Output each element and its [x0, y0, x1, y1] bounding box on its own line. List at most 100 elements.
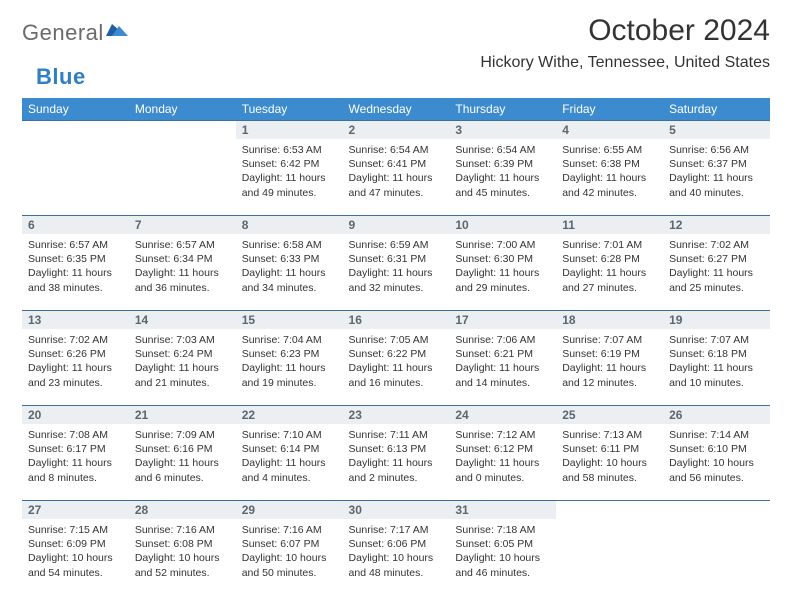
- daylight-line: Daylight: 10 hours and 56 minutes.: [669, 456, 764, 484]
- day-number: 18: [556, 311, 663, 329]
- sunrise-line: Sunrise: 6:54 AM: [349, 143, 444, 157]
- sunrise-line: Sunrise: 7:04 AM: [242, 333, 337, 347]
- calendar-cell: 10Sunrise: 7:00 AMSunset: 6:30 PMDayligh…: [449, 216, 556, 311]
- sunset-line: Sunset: 6:26 PM: [28, 347, 123, 361]
- calendar-cell: 31Sunrise: 7:18 AMSunset: 6:05 PMDayligh…: [449, 501, 556, 596]
- day-details: Sunrise: 6:54 AMSunset: 6:39 PMDaylight:…: [449, 139, 556, 215]
- logo-word1: General: [22, 20, 104, 46]
- sunrise-line: Sunrise: 7:17 AM: [349, 523, 444, 537]
- day-number: 21: [129, 406, 236, 424]
- daylight-line: Daylight: 10 hours and 50 minutes.: [242, 551, 337, 579]
- day-number: 16: [343, 311, 450, 329]
- day-details: Sunrise: 7:17 AMSunset: 6:06 PMDaylight:…: [343, 519, 450, 595]
- sunrise-line: Sunrise: 6:57 AM: [135, 238, 230, 252]
- sunrise-line: Sunrise: 7:13 AM: [562, 428, 657, 442]
- sunset-line: Sunset: 6:19 PM: [562, 347, 657, 361]
- calendar-cell: 28Sunrise: 7:16 AMSunset: 6:08 PMDayligh…: [129, 501, 236, 596]
- calendar-cell: ..: [663, 501, 770, 596]
- day-details: Sunrise: 6:57 AMSunset: 6:35 PMDaylight:…: [22, 234, 129, 310]
- calendar-cell: 5Sunrise: 6:56 AMSunset: 6:37 PMDaylight…: [663, 121, 770, 216]
- logo-word2: Blue: [22, 64, 86, 90]
- daylight-line: Daylight: 10 hours and 52 minutes.: [135, 551, 230, 579]
- day-details: Sunrise: 7:08 AMSunset: 6:17 PMDaylight:…: [22, 424, 129, 500]
- sunset-line: Sunset: 6:21 PM: [455, 347, 550, 361]
- day-details: Sunrise: 7:05 AMSunset: 6:22 PMDaylight:…: [343, 329, 450, 405]
- daylight-line: Daylight: 11 hours and 45 minutes.: [455, 171, 550, 199]
- logo: General: [22, 14, 128, 46]
- daylight-line: Daylight: 11 hours and 14 minutes.: [455, 361, 550, 389]
- sunrise-line: Sunrise: 7:10 AM: [242, 428, 337, 442]
- calendar-cell: 16Sunrise: 7:05 AMSunset: 6:22 PMDayligh…: [343, 311, 450, 406]
- day-details: Sunrise: 7:10 AMSunset: 6:14 PMDaylight:…: [236, 424, 343, 500]
- day-details: Sunrise: 7:03 AMSunset: 6:24 PMDaylight:…: [129, 329, 236, 405]
- day-details: Sunrise: 7:11 AMSunset: 6:13 PMDaylight:…: [343, 424, 450, 500]
- day-details: Sunrise: 7:06 AMSunset: 6:21 PMDaylight:…: [449, 329, 556, 405]
- calendar-cell: 25Sunrise: 7:13 AMSunset: 6:11 PMDayligh…: [556, 406, 663, 501]
- day-details: Sunrise: 7:18 AMSunset: 6:05 PMDaylight:…: [449, 519, 556, 595]
- day-number: 2: [343, 121, 450, 139]
- day-number: 20: [22, 406, 129, 424]
- weekday-header: Wednesday: [343, 98, 450, 121]
- daylight-line: Daylight: 11 hours and 12 minutes.: [562, 361, 657, 389]
- daylight-line: Daylight: 11 hours and 34 minutes.: [242, 266, 337, 294]
- sunset-line: Sunset: 6:33 PM: [242, 252, 337, 266]
- sunset-line: Sunset: 6:16 PM: [135, 442, 230, 456]
- sunrise-line: Sunrise: 7:11 AM: [349, 428, 444, 442]
- daylight-line: Daylight: 10 hours and 48 minutes.: [349, 551, 444, 579]
- calendar-cell: 12Sunrise: 7:02 AMSunset: 6:27 PMDayligh…: [663, 216, 770, 311]
- sunset-line: Sunset: 6:05 PM: [455, 537, 550, 551]
- daylight-line: Daylight: 11 hours and 4 minutes.: [242, 456, 337, 484]
- sunrise-line: Sunrise: 7:07 AM: [669, 333, 764, 347]
- sunrise-line: Sunrise: 6:59 AM: [349, 238, 444, 252]
- sunrise-line: Sunrise: 7:14 AM: [669, 428, 764, 442]
- sunrise-line: Sunrise: 7:05 AM: [349, 333, 444, 347]
- day-number: 24: [449, 406, 556, 424]
- day-number: 11: [556, 216, 663, 234]
- calendar-cell: 8Sunrise: 6:58 AMSunset: 6:33 PMDaylight…: [236, 216, 343, 311]
- day-number: 15: [236, 311, 343, 329]
- sunrise-line: Sunrise: 7:03 AM: [135, 333, 230, 347]
- calendar-cell: 27Sunrise: 7:15 AMSunset: 6:09 PMDayligh…: [22, 501, 129, 596]
- calendar-cell: ..: [129, 121, 236, 216]
- day-number: 3: [449, 121, 556, 139]
- daylight-line: Daylight: 10 hours and 46 minutes.: [455, 551, 550, 579]
- sunset-line: Sunset: 6:12 PM: [455, 442, 550, 456]
- calendar-row: 6Sunrise: 6:57 AMSunset: 6:35 PMDaylight…: [22, 216, 770, 311]
- sunset-line: Sunset: 6:37 PM: [669, 157, 764, 171]
- title-block: October 2024 Hickory Withe, Tennessee, U…: [480, 14, 770, 72]
- calendar-cell: 15Sunrise: 7:04 AMSunset: 6:23 PMDayligh…: [236, 311, 343, 406]
- daylight-line: Daylight: 11 hours and 21 minutes.: [135, 361, 230, 389]
- calendar-cell: 29Sunrise: 7:16 AMSunset: 6:07 PMDayligh…: [236, 501, 343, 596]
- calendar-cell: 17Sunrise: 7:06 AMSunset: 6:21 PMDayligh…: [449, 311, 556, 406]
- day-number: 10: [449, 216, 556, 234]
- sunset-line: Sunset: 6:11 PM: [562, 442, 657, 456]
- daylight-line: Daylight: 11 hours and 38 minutes.: [28, 266, 123, 294]
- calendar-cell: 11Sunrise: 7:01 AMSunset: 6:28 PMDayligh…: [556, 216, 663, 311]
- sunrise-line: Sunrise: 7:00 AM: [455, 238, 550, 252]
- day-details: Sunrise: 7:16 AMSunset: 6:07 PMDaylight:…: [236, 519, 343, 595]
- calendar-table: SundayMondayTuesdayWednesdayThursdayFrid…: [22, 98, 770, 595]
- day-details: Sunrise: 7:15 AMSunset: 6:09 PMDaylight:…: [22, 519, 129, 595]
- calendar-cell: 6Sunrise: 6:57 AMSunset: 6:35 PMDaylight…: [22, 216, 129, 311]
- day-details: Sunrise: 7:02 AMSunset: 6:26 PMDaylight:…: [22, 329, 129, 405]
- day-details: Sunrise: 7:14 AMSunset: 6:10 PMDaylight:…: [663, 424, 770, 500]
- daylight-line: Daylight: 11 hours and 29 minutes.: [455, 266, 550, 294]
- daylight-line: Daylight: 11 hours and 10 minutes.: [669, 361, 764, 389]
- sunrise-line: Sunrise: 7:16 AM: [135, 523, 230, 537]
- sunset-line: Sunset: 6:18 PM: [669, 347, 764, 361]
- day-number: 27: [22, 501, 129, 519]
- sunset-line: Sunset: 6:23 PM: [242, 347, 337, 361]
- calendar-page: General October 2024 Hickory Withe, Tenn…: [0, 0, 792, 612]
- sunrise-line: Sunrise: 6:57 AM: [28, 238, 123, 252]
- day-number: 4: [556, 121, 663, 139]
- sunset-line: Sunset: 6:06 PM: [349, 537, 444, 551]
- sunset-line: Sunset: 6:10 PM: [669, 442, 764, 456]
- sunrise-line: Sunrise: 6:56 AM: [669, 143, 764, 157]
- day-details: Sunrise: 7:16 AMSunset: 6:08 PMDaylight:…: [129, 519, 236, 595]
- day-number: 29: [236, 501, 343, 519]
- calendar-row: 20Sunrise: 7:08 AMSunset: 6:17 PMDayligh…: [22, 406, 770, 501]
- weekday-header: Tuesday: [236, 98, 343, 121]
- daylight-line: Daylight: 11 hours and 2 minutes.: [349, 456, 444, 484]
- calendar-cell: 24Sunrise: 7:12 AMSunset: 6:12 PMDayligh…: [449, 406, 556, 501]
- day-details: Sunrise: 7:09 AMSunset: 6:16 PMDaylight:…: [129, 424, 236, 500]
